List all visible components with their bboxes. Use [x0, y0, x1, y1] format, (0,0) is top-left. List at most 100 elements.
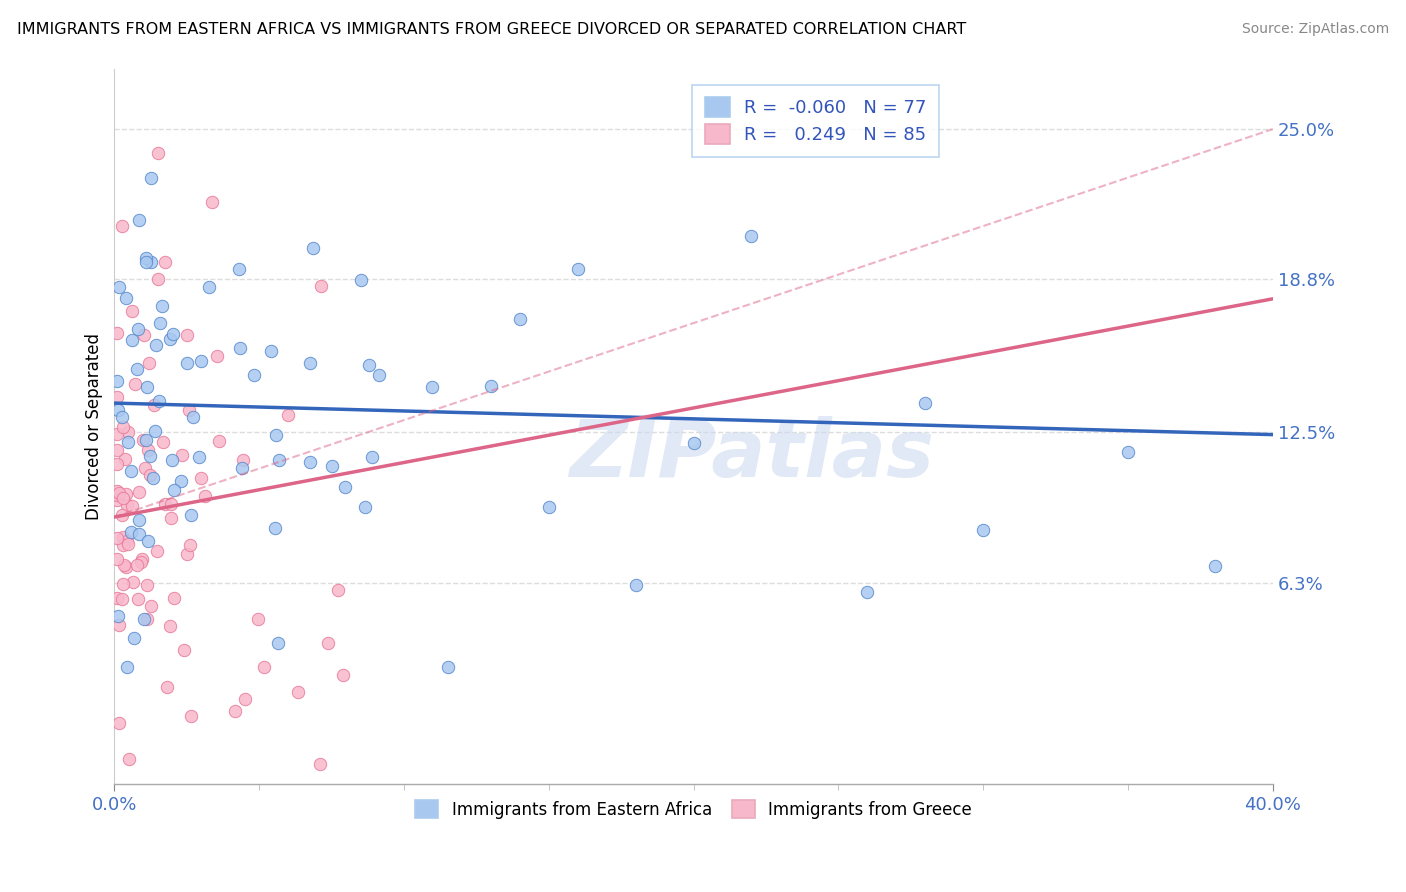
Point	[361, 450, 384, 464]
Point	[105, 492, 128, 507]
Point	[176, 356, 198, 370]
Point	[479, 379, 502, 393]
Point	[107, 485, 129, 500]
Point	[117, 537, 139, 551]
Point	[624, 578, 647, 592]
Point	[207, 349, 229, 363]
Point	[201, 194, 224, 209]
Point	[190, 354, 212, 368]
Point	[139, 467, 162, 482]
Point	[181, 410, 204, 425]
Point	[153, 255, 176, 269]
Point	[127, 362, 149, 376]
Point	[138, 449, 160, 463]
Point	[228, 341, 250, 355]
Point	[111, 538, 134, 552]
Point	[146, 272, 169, 286]
Point	[972, 524, 994, 538]
Point	[105, 483, 128, 498]
Point	[117, 435, 139, 450]
Point	[253, 660, 276, 674]
Point	[139, 255, 162, 269]
Point	[170, 475, 193, 489]
Point	[108, 716, 131, 731]
Point	[139, 170, 162, 185]
Point	[156, 680, 179, 694]
Point	[132, 433, 155, 447]
Point	[121, 304, 143, 318]
Point	[326, 582, 349, 597]
Point	[332, 667, 354, 681]
Point	[115, 660, 138, 674]
Point	[141, 599, 163, 613]
Point	[146, 146, 169, 161]
Point	[111, 491, 134, 506]
Point	[190, 471, 212, 485]
Point	[856, 585, 879, 599]
Point	[127, 591, 149, 606]
Point	[269, 453, 291, 467]
Point	[436, 660, 458, 674]
Point	[180, 508, 202, 522]
Point	[287, 684, 309, 698]
Point	[105, 442, 128, 457]
Legend: Immigrants from Eastern Africa, Immigrants from Greece: Immigrants from Eastern Africa, Immigran…	[408, 794, 979, 825]
Point	[128, 513, 150, 527]
Point	[129, 555, 152, 569]
Point	[118, 752, 141, 766]
Point	[111, 530, 134, 544]
Point	[309, 279, 332, 293]
Point	[318, 636, 340, 650]
Point	[107, 403, 129, 417]
Point	[740, 229, 762, 244]
Point	[194, 489, 217, 503]
Point	[127, 558, 149, 572]
Point	[105, 427, 128, 442]
Point	[107, 279, 129, 293]
Point	[170, 448, 193, 462]
Point	[299, 356, 322, 370]
Point	[146, 544, 169, 558]
Point	[105, 374, 128, 388]
Point	[682, 435, 704, 450]
Point	[128, 527, 150, 541]
Point	[148, 393, 170, 408]
Point	[122, 631, 145, 645]
Point	[207, 434, 229, 449]
Point	[368, 368, 391, 383]
Point	[120, 524, 142, 539]
Point	[350, 273, 373, 287]
Point	[914, 395, 936, 409]
Point	[143, 399, 166, 413]
Point	[359, 359, 381, 373]
Point	[354, 500, 377, 514]
Point	[420, 380, 443, 394]
Point	[127, 322, 149, 336]
Point	[128, 484, 150, 499]
Point	[107, 608, 129, 623]
Point	[105, 326, 128, 340]
Point	[1116, 444, 1139, 458]
Point	[188, 450, 211, 465]
Point	[159, 511, 181, 525]
Point	[138, 355, 160, 369]
Point	[105, 390, 128, 404]
Point	[162, 326, 184, 341]
Text: ZIPatlas: ZIPatlas	[569, 416, 934, 494]
Point	[159, 333, 181, 347]
Point	[128, 213, 150, 227]
Point	[145, 338, 167, 352]
Point	[114, 452, 136, 467]
Point	[134, 37, 156, 52]
Point	[131, 552, 153, 566]
Point	[143, 425, 166, 439]
Point	[120, 464, 142, 478]
Point	[108, 618, 131, 632]
Point	[136, 442, 159, 457]
Point	[136, 612, 159, 626]
Point	[111, 410, 134, 425]
Point	[179, 537, 201, 551]
Point	[159, 619, 181, 633]
Point	[153, 497, 176, 511]
Point	[267, 636, 290, 650]
